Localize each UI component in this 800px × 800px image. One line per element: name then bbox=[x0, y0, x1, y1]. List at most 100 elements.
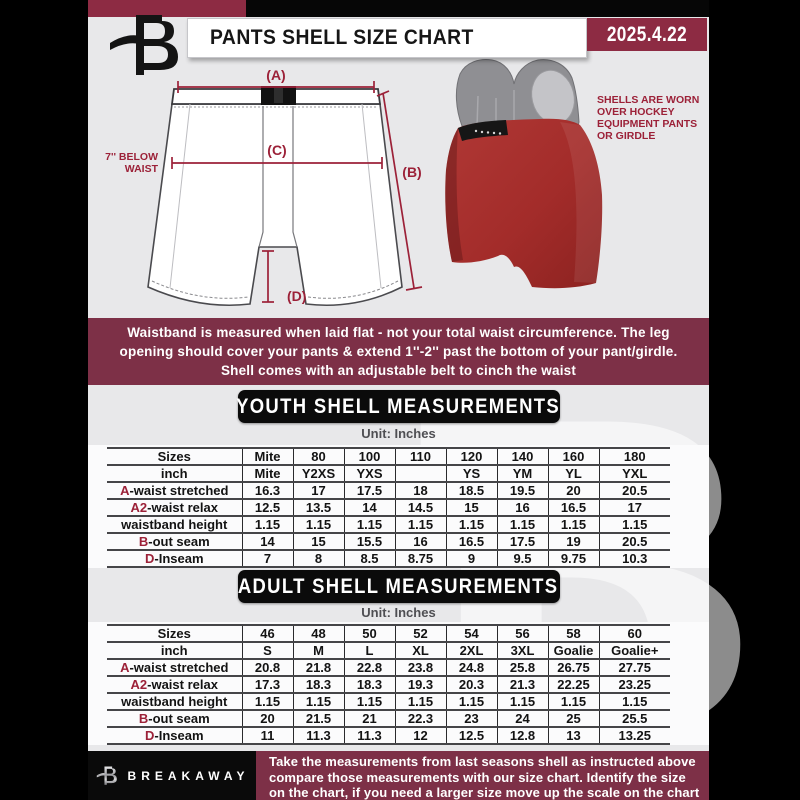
pants-diagram: (A) (C) (B) (D) 7'' BELOW WAIST bbox=[105, 59, 699, 307]
adult-table: Sizes 46 48 50 52 54 56 58 60 inch S M L XL 2XL 3XL Goal… bbox=[107, 624, 670, 745]
table-cell: 9 bbox=[445, 549, 498, 568]
table-row: A2-waist relax 17.3 18.3 18.3 19.3 20.3 21.3 22… bbox=[107, 675, 670, 694]
table-cell: 50 bbox=[343, 624, 396, 643]
adult-section-header: ADULT SHELL MEASUREMENTS Unit: Inches bbox=[88, 568, 709, 622]
table-cell: 80 bbox=[292, 447, 345, 466]
table-cell: 1.15 bbox=[547, 515, 600, 534]
row-label-prefix: A2 bbox=[130, 500, 148, 515]
measurement-arrows bbox=[171, 81, 423, 303]
footer-note-line: Take the measurements from last seasons … bbox=[269, 754, 696, 769]
table-cell: 20 bbox=[241, 709, 294, 728]
table-cell: 23.25 bbox=[598, 675, 670, 694]
table-cell: XL bbox=[394, 641, 447, 660]
footer-note-line: on the chart, if you need a larger size … bbox=[269, 785, 700, 800]
breakaway-logo-icon bbox=[110, 15, 178, 75]
table-row: B-out seam 14 15 15.5 16 16.5 17.5 19 20.5 bbox=[107, 532, 670, 551]
table-cell: 11 bbox=[241, 726, 294, 745]
arrow-d bbox=[262, 250, 274, 303]
breakaway-footer-logo-icon bbox=[96, 766, 117, 785]
table-cell: 17.5 bbox=[343, 481, 396, 500]
table-cell: 15 bbox=[445, 498, 498, 517]
table-row: waistband height 1.15 1.15 1.15 1.15 1.15 1.15… bbox=[107, 692, 670, 711]
table-cell: 19.5 bbox=[496, 481, 549, 500]
table-cell: 9.5 bbox=[496, 549, 549, 568]
table-row: inch Mite Y2XS YXS YS YM YL YXL bbox=[107, 464, 670, 483]
table-cell: 19.3 bbox=[394, 675, 447, 694]
row-label-prefix: B bbox=[138, 534, 149, 549]
date-label: 2025.4.22 bbox=[606, 22, 688, 46]
photo-note-line: EQUIPMENT PANTS bbox=[597, 118, 697, 130]
below-waist-note-line1: 7'' BELOW bbox=[105, 151, 158, 163]
table-cell: 25.5 bbox=[598, 709, 670, 728]
table-cell: 22.8 bbox=[343, 658, 396, 677]
footer-note: Take the measurements from last seasons … bbox=[256, 751, 709, 800]
table-cell: 23.8 bbox=[394, 658, 447, 677]
table-cell: 18.5 bbox=[445, 481, 498, 500]
table-cell: 17.3 bbox=[241, 675, 294, 694]
page-title: PANTS SHELL SIZE CHART bbox=[210, 26, 474, 49]
table-cell: 16.5 bbox=[445, 532, 498, 551]
table-cell: 16 bbox=[496, 498, 549, 517]
photo-note: SHELLS ARE WORN OVER HOCKEY EQUIPMENT PA… bbox=[597, 94, 699, 142]
table-cell: S bbox=[241, 641, 294, 660]
table-cell: 18.3 bbox=[292, 675, 345, 694]
table-cell: 25.8 bbox=[496, 658, 549, 677]
header-strip-maroon bbox=[88, 0, 246, 17]
table-cell: 1.15 bbox=[394, 692, 447, 711]
table-cell: 1.15 bbox=[445, 515, 498, 534]
table-cell: 16.3 bbox=[241, 481, 294, 500]
row-label: D-Inseam bbox=[107, 549, 243, 568]
table-cell: 14 bbox=[343, 498, 396, 517]
table-cell: 54 bbox=[445, 624, 498, 643]
row-label: Sizes bbox=[107, 624, 243, 643]
table-cell: 17.5 bbox=[496, 532, 549, 551]
table-cell: 1.15 bbox=[598, 692, 670, 711]
table-cell: 20.5 bbox=[598, 481, 670, 500]
footer: BREAKAWAY Take the measurements from las… bbox=[88, 751, 709, 800]
table-cell: 13.5 bbox=[292, 498, 345, 517]
table-cell: 24 bbox=[496, 709, 549, 728]
table-cell: Mite bbox=[241, 447, 294, 466]
table-cell: 14.5 bbox=[394, 498, 447, 517]
table-row: inch S M L XL 2XL 3XL Goalie Goalie+ bbox=[107, 641, 670, 660]
row-label-prefix: D bbox=[144, 728, 155, 743]
table-cell: 110 bbox=[394, 447, 447, 466]
red-shell bbox=[445, 118, 603, 289]
youth-banner: YOUTH SHELL MEASUREMENTS bbox=[237, 390, 560, 423]
table-row: Sizes Mite 80 100 110 120 140 160 180 bbox=[107, 447, 670, 466]
table-cell: 1.15 bbox=[241, 692, 294, 711]
table-cell: 8 bbox=[292, 549, 345, 568]
table-cell: 20.8 bbox=[241, 658, 294, 677]
table-cell: 14 bbox=[241, 532, 294, 551]
table-cell: 8.75 bbox=[394, 549, 447, 568]
youth-unit-label: Unit: Inches bbox=[361, 426, 436, 441]
row-label-prefix: B bbox=[138, 711, 149, 726]
photo-note-line: OVER HOCKEY bbox=[597, 106, 675, 118]
info-line: Waistband is measured when laid flat - n… bbox=[127, 325, 670, 340]
pants-photo bbox=[445, 59, 603, 289]
table-cell: 7 bbox=[241, 549, 294, 568]
row-label: A-waist stretched bbox=[107, 658, 243, 677]
label-a: (A) bbox=[266, 67, 285, 83]
row-label-prefix: A bbox=[120, 660, 130, 675]
table-row: D-Inseam 11 11.3 11.3 12 12.5 12.8 13 13.25 bbox=[107, 726, 670, 745]
row-label: B-out seam bbox=[107, 532, 243, 551]
diagram-zone: (A) (C) (B) (D) 7'' BELOW WAIST bbox=[88, 57, 709, 318]
brand-name: BREAKAWAY bbox=[127, 768, 250, 783]
table-cell: 1.15 bbox=[496, 692, 549, 711]
row-label: A2-waist relax bbox=[107, 675, 243, 694]
table-cell: 18 bbox=[394, 481, 447, 500]
adult-banner-label: ADULT SHELL MEASUREMENTS bbox=[238, 574, 559, 598]
adult-table-band: Sizes 46 48 50 52 54 56 58 60 inch S M L XL 2XL 3XL Goal… bbox=[88, 622, 709, 745]
table-cell: 23 bbox=[445, 709, 498, 728]
table-cell: 17 bbox=[598, 498, 670, 517]
table-cell: 26.75 bbox=[547, 658, 600, 677]
table-cell: 18.3 bbox=[343, 675, 396, 694]
table-cell: YL bbox=[547, 464, 600, 483]
document-page: B PANTS SHELL SIZE CHART 2025.4.22 bbox=[88, 0, 764, 800]
arrow-a bbox=[177, 81, 375, 93]
table-cell: YXL bbox=[598, 464, 670, 483]
arrow-b bbox=[376, 90, 423, 291]
below-waist-note-line2: WAIST bbox=[125, 163, 159, 175]
table-cell: 10.3 bbox=[598, 549, 670, 568]
